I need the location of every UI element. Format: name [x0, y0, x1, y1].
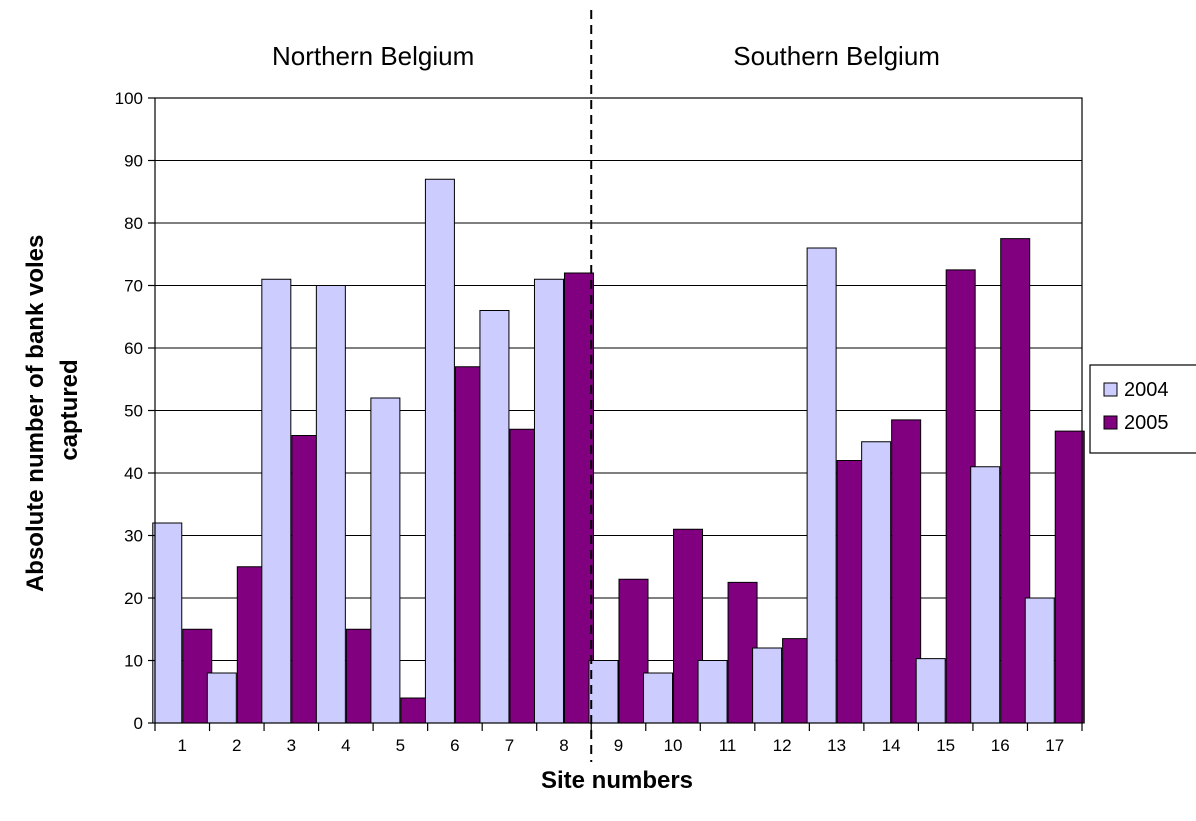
y-tick-label: 20 — [124, 589, 143, 608]
region-label: Southern Belgium — [733, 41, 940, 71]
bar-2004-site-8 — [533, 278, 564, 724]
x-tick-label: 1 — [178, 736, 187, 755]
legend: 2004 2005 — [1089, 364, 1196, 454]
bar-2004-site-9 — [588, 660, 619, 724]
x-tick-label: 17 — [1045, 736, 1064, 755]
bar-2004-site-12 — [752, 647, 783, 724]
y-tick-label: 10 — [124, 652, 143, 671]
bar-2004-site-14 — [861, 441, 892, 724]
bar-2005-site-17 — [1054, 430, 1085, 724]
bar-2004-site-3 — [261, 278, 292, 724]
y-tick-label: 100 — [115, 89, 143, 108]
bar-2004-site-2 — [206, 672, 237, 724]
x-tick-label: 16 — [991, 736, 1010, 755]
legend-swatch-2005 — [1103, 415, 1118, 430]
y-tick-label: 0 — [134, 714, 143, 733]
x-axis: 1 2 3 4 5 6 7 8 9 10 11 12 13 14 15 16 17 — [154, 723, 1083, 755]
legend-label-2004: 2004 — [1124, 379, 1169, 401]
bar-2004-site-1 — [152, 522, 183, 724]
x-tick-label: 13 — [827, 736, 846, 755]
x-tick-label: 14 — [882, 736, 901, 755]
y-tick-label: 50 — [124, 402, 143, 421]
bar-2004-site-15 — [915, 658, 946, 724]
bar-2004-site-17 — [1024, 597, 1055, 724]
y-axis-title-line2: captured — [56, 359, 83, 460]
x-tick-label: 12 — [773, 736, 792, 755]
x-tick-label: 15 — [936, 736, 955, 755]
bar-2004-site-6 — [424, 178, 455, 724]
x-tick-label: 6 — [450, 736, 459, 755]
x-tick-label: 4 — [341, 736, 350, 755]
x-tick-label: 5 — [396, 736, 405, 755]
y-tick-label: 90 — [124, 152, 143, 171]
y-axis: 0 10 20 30 40 50 60 70 80 90 100 — [115, 89, 155, 733]
y-tick-label: 80 — [124, 214, 143, 233]
bar-2004-site-5 — [370, 397, 401, 724]
bars — [152, 178, 1085, 724]
x-tick-label: 8 — [559, 736, 568, 755]
x-tick-label: 7 — [505, 736, 514, 755]
region-label: Northern Belgium — [272, 41, 474, 71]
bar-2004-site-10 — [643, 672, 674, 724]
x-tick-label: 11 — [719, 736, 737, 755]
legend-label-2005: 2005 — [1124, 412, 1169, 434]
bar-2005-site-8 — [563, 272, 594, 724]
x-axis-title: Site numbers — [541, 767, 693, 794]
y-tick-label: 60 — [124, 339, 143, 358]
bar-2004-site-13 — [806, 247, 837, 724]
x-tick-label: 9 — [614, 736, 623, 755]
y-tick-label: 30 — [124, 527, 143, 546]
region-labels: Northern Belgium Southern Belgium — [272, 41, 940, 71]
x-tick-label: 10 — [664, 736, 683, 755]
bar-2004-site-7 — [479, 310, 510, 724]
y-axis-title: Absolute number of bank voles captured — [22, 228, 83, 592]
x-tick-label: 3 — [287, 736, 296, 755]
y-tick-label: 40 — [124, 464, 143, 483]
bar-2004-site-11 — [697, 660, 728, 724]
bar-2004-site-16 — [970, 466, 1001, 724]
legend-swatch-2004 — [1103, 382, 1118, 397]
bar-2004-site-4 — [315, 285, 346, 724]
y-tick-label: 70 — [124, 277, 143, 296]
legend-box — [1089, 364, 1196, 454]
y-axis-title-line1: Absolute number of bank voles — [22, 235, 49, 592]
x-tick-label: 2 — [232, 736, 241, 755]
